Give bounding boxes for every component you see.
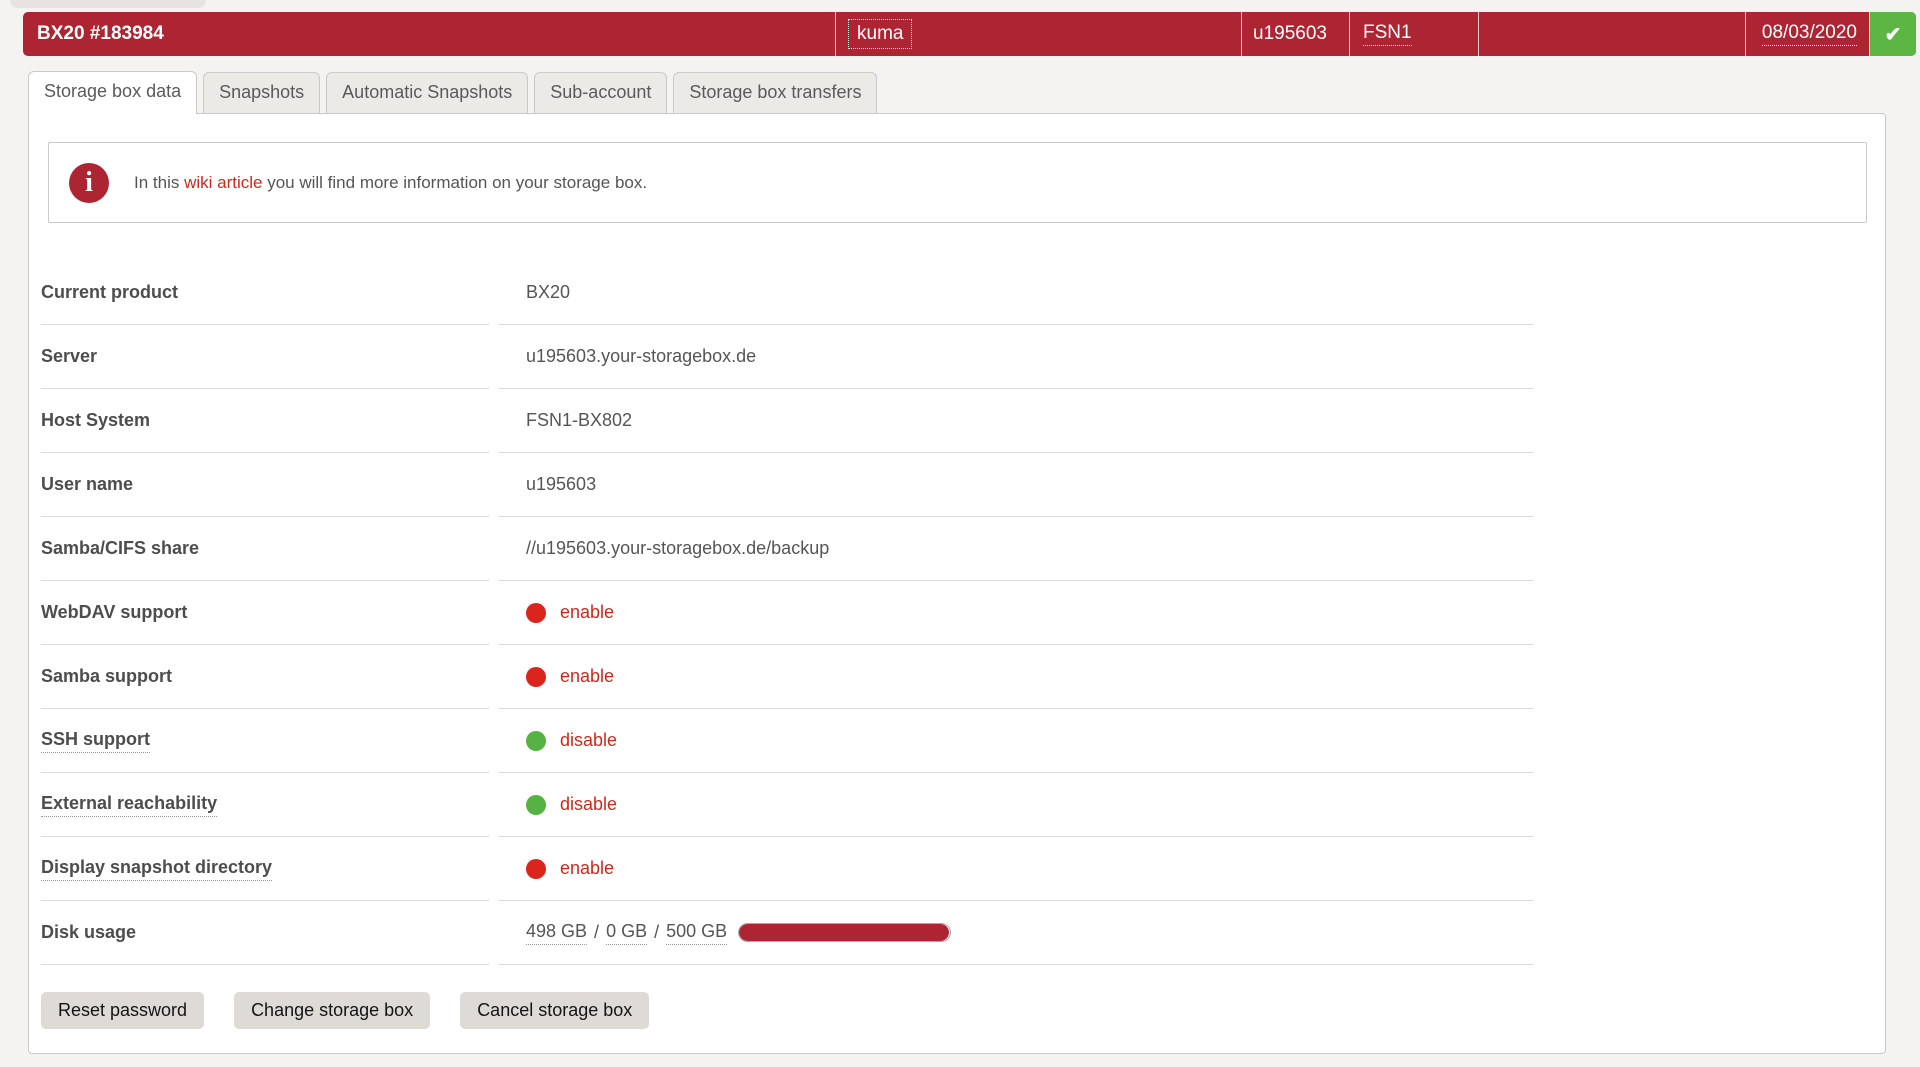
current-product-value: BX20: [526, 282, 571, 302]
table-row-display-snapshot-directory: Display snapshot directory enable: [41, 837, 1534, 901]
info-text-before: In this: [134, 172, 185, 192]
tab-storage-box-data[interactable]: Storage box data: [28, 71, 198, 114]
header-spacer: [1478, 12, 1745, 56]
storage-box-details-table: Current product BX20 Server u195603.your…: [41, 261, 1534, 965]
cancel-storage-box-button[interactable]: Cancel storage box: [460, 992, 650, 1029]
tab-bar: Storage box data Snapshots Automatic Sna…: [28, 71, 1886, 114]
storage-box-name-field[interactable]: kuma: [848, 19, 913, 49]
user-name-value: u195603: [526, 474, 597, 494]
top-edge-tab-sliver: [10, 0, 206, 8]
reset-password-button[interactable]: Reset password: [41, 992, 205, 1029]
tab-snapshots[interactable]: Snapshots: [203, 72, 321, 113]
table-row-user-name: User name u195603: [41, 453, 1534, 517]
change-storage-box-button[interactable]: Change storage box: [234, 992, 431, 1029]
disk-total-value[interactable]: 500 GB: [666, 921, 728, 945]
wiki-article-link[interactable]: wiki article: [184, 172, 263, 192]
row-label: Server: [41, 346, 98, 366]
tab-storage-box-transfers[interactable]: Storage box transfers: [673, 72, 878, 113]
storage-box-data-panel: i In this wiki article you will find mor…: [28, 113, 1886, 1054]
disk-usage-bar-fill: [739, 924, 950, 941]
usage-separator: /: [654, 922, 660, 942]
table-row-webdav-support: WebDAV support enable: [41, 581, 1534, 645]
status-dot: [526, 794, 546, 815]
info-alert: i In this wiki article you will find mor…: [48, 142, 1867, 223]
row-label: Current product: [41, 282, 178, 302]
row-label: User name: [41, 474, 134, 494]
samba-share-value: //u195603.your-storagebox.de/backup: [526, 538, 830, 558]
username-segment: u195603: [1241, 12, 1349, 56]
name-segment: kuma: [835, 12, 1241, 56]
row-label-tooltip[interactable]: External reachability: [41, 793, 218, 817]
toggle-samba-link[interactable]: enable: [560, 666, 615, 686]
toggle-snapshot-directory-link[interactable]: enable: [560, 858, 615, 878]
status-dot: [526, 858, 546, 879]
disk-used-value[interactable]: 498 GB: [526, 921, 588, 945]
check-icon: ✔: [1884, 23, 1902, 46]
info-icon: i: [69, 162, 109, 203]
status-dot: [526, 730, 546, 751]
row-label: WebDAV support: [41, 602, 188, 622]
table-row-current-product: Current product BX20: [41, 261, 1534, 325]
datacenter-field[interactable]: FSN1: [1363, 22, 1412, 46]
toggle-external-reachability-link[interactable]: disable: [560, 794, 618, 814]
status-dot: [526, 666, 546, 687]
row-label: Samba/CIFS share: [41, 538, 200, 558]
toggle-webdav-link[interactable]: enable: [560, 602, 615, 622]
page-title: BX20 #183984: [37, 23, 164, 44]
table-row-samba-cifs-share: Samba/CIFS share //u195603.your-storageb…: [41, 517, 1534, 581]
info-text: In this wiki article you will find more …: [134, 173, 647, 193]
table-row-external-reachability: External reachability disable: [41, 773, 1534, 837]
server-value: u195603.your-storagebox.de: [526, 346, 757, 366]
action-buttons: Reset password Change storage box Cancel…: [41, 992, 1867, 1029]
paid-until-date[interactable]: 08/03/2020: [1761, 22, 1857, 46]
row-label: Samba support: [41, 666, 173, 686]
row-label: Host System: [41, 410, 151, 430]
tab-sub-account[interactable]: Sub-account: [534, 72, 668, 113]
disk-usage-bar: [738, 923, 952, 942]
table-row-disk-usage: Disk usage 498 GB / 0 GB / 500 GB: [41, 901, 1534, 965]
table-row-samba-support: Samba support enable: [41, 645, 1534, 709]
confirm-button[interactable]: ✔: [1869, 12, 1916, 56]
host-system-value: FSN1-BX802: [526, 410, 633, 430]
status-dot: [526, 602, 546, 623]
table-row-server: Server u195603.your-storagebox.de: [41, 325, 1534, 389]
usage-separator: /: [594, 922, 600, 942]
toggle-ssh-link[interactable]: disable: [560, 730, 618, 750]
date-segment: 08/03/2020: [1745, 12, 1869, 56]
tab-automatic-snapshots[interactable]: Automatic Snapshots: [326, 72, 529, 113]
info-text-after: you will find more information on your s…: [262, 172, 648, 192]
row-label: Disk usage: [41, 922, 137, 942]
row-label-tooltip[interactable]: Display snapshot directory: [41, 857, 273, 881]
table-row-host-system: Host System FSN1-BX802: [41, 389, 1534, 453]
storage-box-header-bar: BX20 #183984 kuma u195603 FSN1 08/03/202…: [23, 12, 1916, 56]
disk-snapshot-value[interactable]: 0 GB: [606, 921, 648, 945]
datacenter-segment: FSN1: [1349, 12, 1478, 56]
table-row-ssh-support: SSH support disable: [41, 709, 1534, 773]
row-label-tooltip[interactable]: SSH support: [41, 729, 151, 753]
